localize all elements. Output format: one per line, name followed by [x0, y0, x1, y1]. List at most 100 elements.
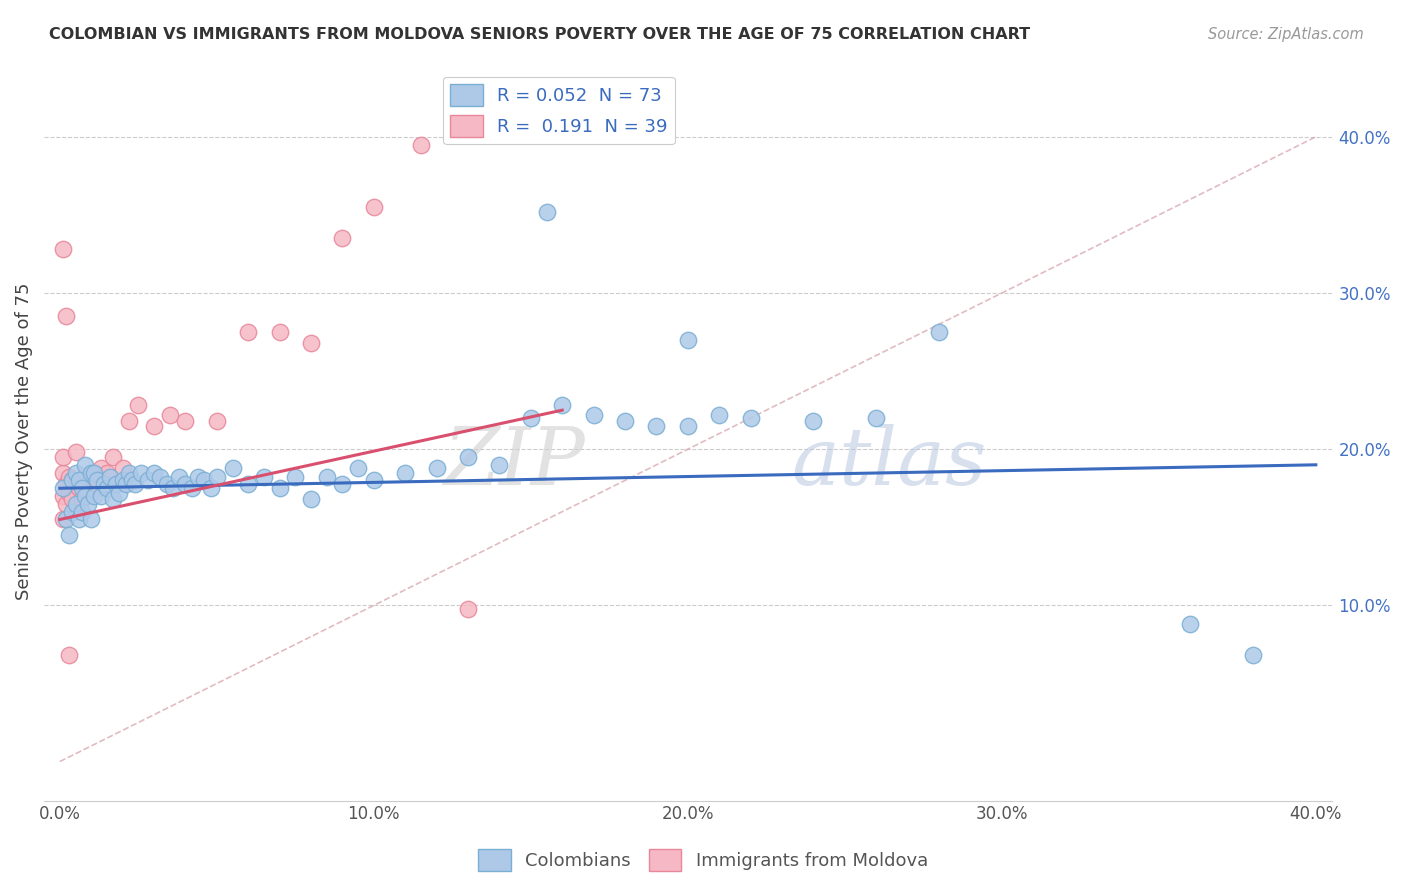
Point [83, 489, 105, 503]
Point [136, 474, 159, 488]
Point [394, 466, 416, 480]
Point [55, 512, 77, 526]
Point [299, 492, 322, 507]
Point [155, 476, 177, 491]
Point [52, 481, 75, 495]
Point [70, 481, 93, 495]
Point [238, 476, 260, 491]
Text: ZIP: ZIP [443, 425, 585, 501]
Point [269, 481, 291, 495]
Point [118, 414, 141, 428]
Point [65, 476, 87, 491]
Point [55, 497, 77, 511]
Point [83, 466, 105, 480]
Point [124, 476, 146, 491]
Point [103, 450, 125, 464]
Point [299, 336, 322, 351]
Point [96, 481, 118, 495]
Point [86, 476, 108, 491]
Point [200, 481, 222, 495]
Y-axis label: Seniors Poverty Over the Age of 75: Seniors Poverty Over the Age of 75 [15, 283, 32, 600]
Legend: Colombians, Immigrants from Moldova: Colombians, Immigrants from Moldova [471, 842, 935, 879]
Point [103, 492, 125, 507]
Point [121, 474, 143, 488]
Point [457, 450, 479, 464]
Point [67, 512, 90, 526]
Point [67, 481, 90, 495]
Point [536, 204, 558, 219]
Point [143, 466, 166, 480]
Point [174, 414, 197, 428]
Point [551, 399, 574, 413]
Point [90, 461, 112, 475]
Point [52, 489, 75, 503]
Point [52, 242, 75, 256]
Point [70, 492, 93, 507]
Point [149, 470, 172, 484]
Point [205, 414, 228, 428]
Point [105, 476, 128, 491]
Point [60, 492, 83, 507]
Point [803, 414, 825, 428]
Point [65, 466, 87, 480]
Point [86, 474, 108, 488]
Point [709, 408, 731, 422]
Point [645, 418, 668, 433]
Point [221, 461, 243, 475]
Point [65, 445, 87, 459]
Point [111, 461, 134, 475]
Point [740, 411, 762, 425]
Point [114, 476, 136, 491]
Point [83, 470, 105, 484]
Point [347, 461, 370, 475]
Text: COLOMBIAN VS IMMIGRANTS FROM MOLDOVA SENIORS POVERTY OVER THE AGE OF 75 CORRELAT: COLOMBIAN VS IMMIGRANTS FROM MOLDOVA SEN… [49, 27, 1031, 42]
Point [70, 505, 93, 519]
Point [58, 648, 80, 663]
Point [174, 476, 197, 491]
Point [55, 310, 77, 324]
Point [582, 408, 605, 422]
Point [58, 528, 80, 542]
Point [426, 461, 449, 475]
Point [111, 474, 134, 488]
Point [332, 476, 354, 491]
Point [73, 489, 96, 503]
Point [676, 418, 699, 433]
Point [159, 408, 181, 422]
Point [1241, 648, 1264, 663]
Point [143, 418, 166, 433]
Point [457, 601, 479, 615]
Legend: R = 0.052  N = 73, R =  0.191  N = 39: R = 0.052 N = 73, R = 0.191 N = 39 [443, 77, 675, 145]
Point [65, 497, 87, 511]
Point [162, 481, 184, 495]
Text: Source: ZipAtlas.com: Source: ZipAtlas.com [1208, 27, 1364, 42]
Point [52, 512, 75, 526]
Point [363, 200, 385, 214]
Point [96, 466, 118, 480]
Point [127, 399, 149, 413]
Point [193, 474, 215, 488]
Point [928, 325, 950, 339]
Point [1180, 617, 1202, 632]
Point [73, 458, 96, 472]
Point [167, 470, 190, 484]
Point [77, 497, 100, 511]
Text: atlas: atlas [790, 425, 986, 501]
Point [60, 505, 83, 519]
Point [253, 470, 276, 484]
Point [614, 414, 637, 428]
Point [93, 476, 115, 491]
Point [80, 512, 103, 526]
Point [315, 470, 337, 484]
Point [363, 474, 385, 488]
Point [55, 476, 77, 491]
Point [238, 325, 260, 339]
Point [58, 486, 80, 500]
Point [488, 458, 510, 472]
Point [60, 474, 83, 488]
Point [73, 481, 96, 495]
Point [52, 466, 75, 480]
Point [58, 470, 80, 484]
Point [284, 470, 307, 484]
Point [80, 486, 103, 500]
